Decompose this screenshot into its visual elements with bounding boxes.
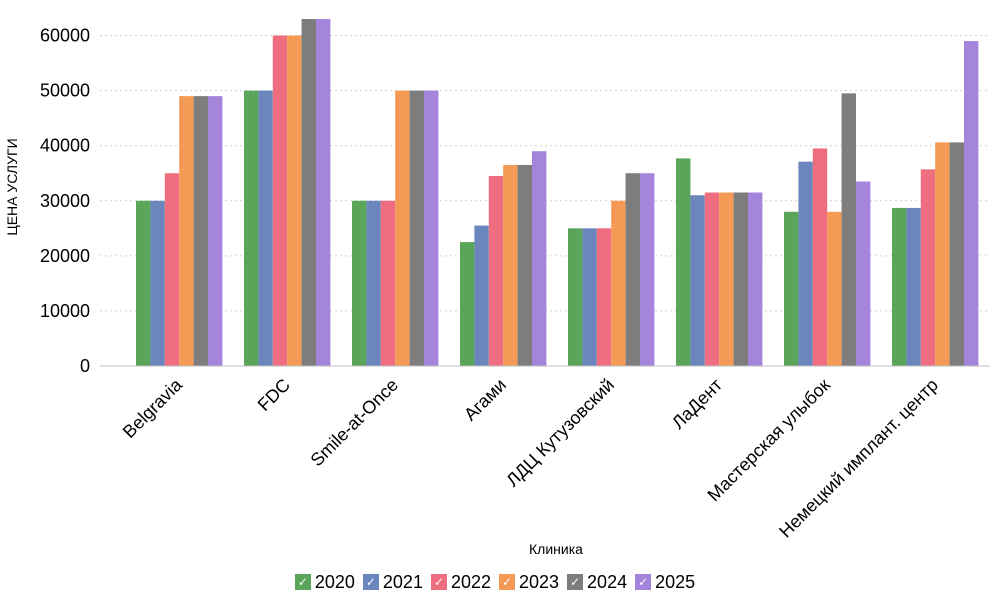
legend-item-2024[interactable]: ✓ 2024 bbox=[567, 572, 627, 593]
checkbox-icon[interactable]: ✓ bbox=[294, 574, 311, 590]
x-tick-label: Smile-at-Once bbox=[307, 375, 402, 470]
checkbox-icon[interactable]: ✓ bbox=[430, 574, 447, 590]
bar-2020-5[interactable] bbox=[676, 158, 691, 366]
bar-2020-3[interactable] bbox=[460, 242, 475, 366]
x-tick-label: ЛДЦ Кутузовский bbox=[502, 375, 618, 491]
bar-2020-7[interactable] bbox=[892, 207, 907, 366]
checkbox-icon[interactable]: ✓ bbox=[635, 574, 652, 590]
legend-item-2020[interactable]: ✓ 2020 bbox=[294, 571, 355, 593]
bar-2025-5[interactable] bbox=[748, 192, 763, 366]
y-tick-label: 60000 bbox=[40, 26, 90, 46]
bar-2025-3[interactable] bbox=[532, 151, 547, 366]
bar-chart: 0 10000 20000 30000 40000 50000 60000 Belgravi… bbox=[4, 19, 990, 557]
x-tick-label: ЛаДент bbox=[668, 375, 726, 433]
bar-2022-3[interactable] bbox=[488, 175, 504, 366]
x-tick-label: FDC bbox=[254, 375, 294, 415]
bar-2024-5[interactable] bbox=[733, 192, 748, 366]
y-tick-labels: 0 10000 20000 30000 40000 50000 60000 bbox=[40, 26, 90, 376]
bar-2023-3[interactable] bbox=[503, 164, 518, 366]
bar-2023-7[interactable] bbox=[935, 142, 950, 366]
bars bbox=[136, 19, 979, 367]
y-tick-label: 0 bbox=[80, 356, 90, 376]
bar-2024-0[interactable] bbox=[193, 96, 208, 366]
legend-item-2021[interactable]: ✓ 2021 bbox=[362, 571, 423, 593]
bar-2025-1[interactable] bbox=[316, 19, 331, 367]
bar-2024-3[interactable] bbox=[517, 164, 532, 366]
legend-label: 2020 bbox=[314, 571, 355, 592]
bar-2025-0[interactable] bbox=[208, 96, 223, 366]
bar-2022-2[interactable] bbox=[380, 200, 396, 366]
bar-2020-6[interactable] bbox=[784, 211, 799, 366]
bar-2021-0[interactable] bbox=[150, 200, 165, 366]
bar-2023-4[interactable] bbox=[611, 200, 626, 366]
legend: ✓ 2020 ✓ 2021 ✓ 2022 ✓ 2023 ✓ 2024 ✓ 2025 bbox=[0, 570, 990, 594]
y-axis-title: ЦЕНА УСЛУГИ bbox=[4, 138, 20, 235]
bar-2024-1[interactable] bbox=[301, 19, 316, 367]
bar-2020-2[interactable] bbox=[352, 200, 367, 366]
bar-2021-2[interactable] bbox=[366, 200, 381, 366]
bar-2020-0[interactable] bbox=[136, 200, 151, 366]
bar-2022-7[interactable] bbox=[920, 169, 936, 366]
checkbox-icon[interactable]: ✓ bbox=[567, 574, 584, 590]
bar-2022-5[interactable] bbox=[704, 192, 720, 366]
x-tick-label: Belgravia bbox=[119, 374, 187, 442]
y-tick-label: 10000 bbox=[40, 301, 90, 321]
legend-label: 2024 bbox=[587, 571, 628, 592]
bar-2024-4[interactable] bbox=[625, 173, 640, 366]
bar-2025-4[interactable] bbox=[640, 173, 655, 366]
checkbox-icon[interactable]: ✓ bbox=[499, 574, 515, 590]
legend-label: 2021 bbox=[382, 571, 423, 592]
x-tick-label: Агами bbox=[460, 375, 510, 425]
legend-item-2025[interactable]: ✓ 2025 bbox=[635, 572, 695, 593]
bar-2021-1[interactable] bbox=[258, 90, 273, 366]
bar-2021-5[interactable] bbox=[690, 195, 705, 366]
y-tick-label: 30000 bbox=[40, 191, 90, 211]
checkbox-icon[interactable]: ✓ bbox=[362, 574, 379, 590]
bar-2025-6[interactable] bbox=[856, 181, 871, 366]
bar-2021-7[interactable] bbox=[906, 207, 921, 366]
legend-label: 2025 bbox=[655, 571, 696, 592]
bar-2023-0[interactable] bbox=[179, 96, 194, 366]
legend-item-2022[interactable]: ✓ 2022 bbox=[430, 571, 491, 593]
bar-2023-2[interactable] bbox=[395, 90, 410, 366]
bar-2024-6[interactable] bbox=[841, 93, 856, 366]
x-axis-title: Клиника bbox=[529, 541, 583, 557]
bar-2022-4[interactable] bbox=[596, 228, 612, 366]
bar-2025-7[interactable] bbox=[964, 41, 979, 367]
bar-2020-1[interactable] bbox=[244, 90, 259, 366]
legend-label: 2022 bbox=[450, 571, 491, 592]
bar-2022-0[interactable] bbox=[164, 173, 180, 366]
legend-item-2023[interactable]: ✓ 2023 bbox=[499, 572, 559, 593]
bar-2021-3[interactable] bbox=[474, 225, 489, 366]
bar-2022-1[interactable] bbox=[272, 35, 288, 367]
y-tick-label: 40000 bbox=[40, 136, 90, 156]
bar-2020-4[interactable] bbox=[568, 228, 583, 366]
bar-2024-2[interactable] bbox=[409, 90, 424, 366]
bar-2023-5[interactable] bbox=[719, 192, 734, 366]
bar-2025-2[interactable] bbox=[424, 90, 439, 366]
x-tick-label: Мастерская улыбок bbox=[704, 375, 835, 506]
bar-2022-6[interactable] bbox=[812, 148, 828, 366]
bar-2023-1[interactable] bbox=[287, 35, 302, 367]
legend-label: 2023 bbox=[519, 571, 560, 592]
bar-2021-4[interactable] bbox=[582, 228, 597, 366]
bar-2023-6[interactable] bbox=[827, 211, 842, 366]
bar-2021-6[interactable] bbox=[798, 161, 813, 366]
y-tick-label: 20000 bbox=[40, 246, 90, 266]
bar-2024-7[interactable] bbox=[949, 142, 964, 366]
y-tick-label: 50000 bbox=[40, 81, 90, 101]
